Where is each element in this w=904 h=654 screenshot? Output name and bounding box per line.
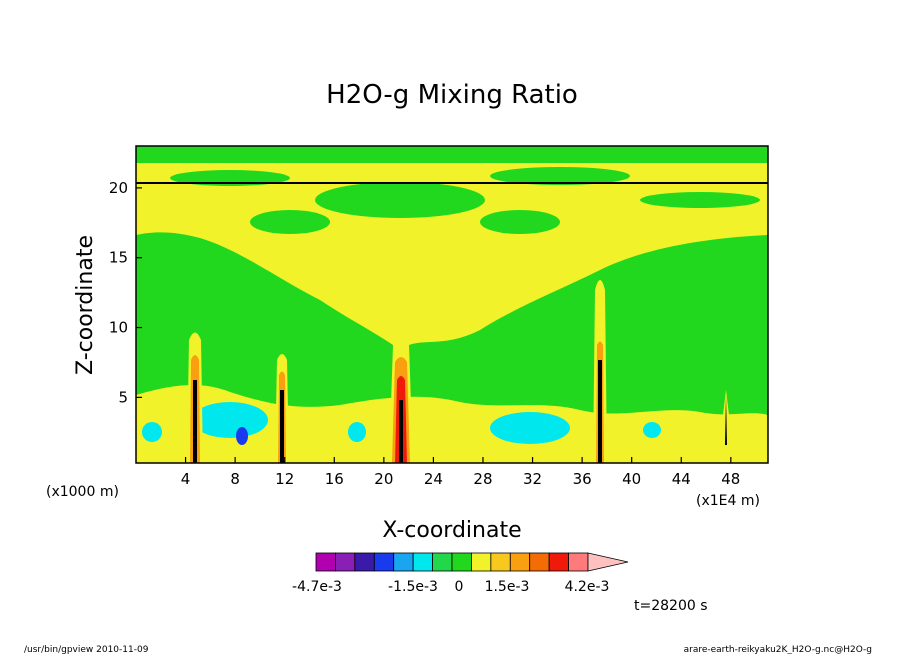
colorbar-tick-label: 0 <box>455 579 464 595</box>
x-tick-label: 40 <box>622 470 641 488</box>
plume <box>720 390 732 445</box>
colorbar-segment <box>432 552 453 572</box>
y-tick-label: 5 <box>118 388 128 406</box>
y-axis: 5 10 15 20 <box>109 179 142 406</box>
band-cell <box>315 182 485 218</box>
colorbar-segment <box>509 552 531 572</box>
plume <box>389 337 413 463</box>
colorbar-segment <box>315 552 336 572</box>
time-label: t=28200 s <box>634 598 708 614</box>
colorbar-segment <box>529 552 550 572</box>
footer-right: arare-earth-reikyaku2K_H2O-g.nc@H2O-g <box>684 645 872 654</box>
x-axis: 4 8 12 16 20 24 28 32 36 40 44 48 <box>181 457 740 488</box>
colorbar-tick-labels: -4.7e-3 -1.5e-3 0 1.5e-3 4.2e-3 <box>292 579 609 595</box>
y-tick-label: 15 <box>109 249 128 267</box>
colorbar-segment <box>412 552 433 572</box>
colorbar-tick-label: -1.5e-3 <box>388 579 438 595</box>
x-tick-label: 44 <box>672 470 691 488</box>
colorbar-segment <box>568 552 589 572</box>
colorbar-segment <box>373 552 395 572</box>
band-cell <box>480 210 560 234</box>
band-line <box>136 182 768 184</box>
canopy-yellow <box>136 215 768 350</box>
surface-yellow <box>136 384 768 463</box>
plot-area <box>136 146 768 463</box>
x-tick-label: 16 <box>325 470 344 488</box>
colorbar-tick-label: -4.7e-3 <box>292 579 342 595</box>
x-axis-label: X-coordinate <box>382 518 521 543</box>
colorbar-tick-label: 4.2e-3 <box>565 579 610 595</box>
x-unit-label: (x1000 m) <box>46 484 119 500</box>
plot-frame <box>135 145 769 464</box>
x-tick-label: 20 <box>374 470 393 488</box>
colorbar <box>315 552 629 572</box>
negative-patch <box>192 402 268 438</box>
band-cell <box>250 210 330 234</box>
x-tick-label: 4 <box>181 470 191 488</box>
y-axis-label: Z-coordinate <box>73 235 98 375</box>
x-tick-label: 28 <box>473 470 492 488</box>
colorbar-segment <box>471 552 492 572</box>
x-tick-label: 48 <box>721 470 740 488</box>
x-tick-label: 12 <box>275 470 294 488</box>
colorbar-segment <box>354 552 375 572</box>
negative-patch <box>348 422 366 442</box>
footer-left: /usr/bin/gpview 2010-11-09 <box>24 645 149 654</box>
colorbar-segment <box>548 552 569 572</box>
colorbar-segment <box>393 552 414 572</box>
plume <box>187 332 203 463</box>
colorbar-extend-arrow <box>587 552 629 572</box>
colorbar-segment <box>335 552 356 572</box>
band-cell <box>640 192 760 208</box>
x-scale-label: (x1E4 m) <box>696 493 760 509</box>
band-cell <box>490 167 630 185</box>
x-tick-label: 36 <box>573 470 592 488</box>
x-tick-label: 32 <box>523 470 542 488</box>
plume <box>593 280 607 463</box>
colorbar-segment <box>451 552 472 572</box>
y-tick-label: 20 <box>109 179 128 197</box>
negative-patch <box>490 412 570 444</box>
y-tick-label: 10 <box>109 319 128 337</box>
x-tick-label: 24 <box>424 470 443 488</box>
plume <box>275 354 289 463</box>
x-tick-label: 8 <box>230 470 240 488</box>
chart-title: H2O-g Mixing Ratio <box>326 80 578 110</box>
colorbar-segment <box>490 552 511 572</box>
colorbar-tick-label: 1.5e-3 <box>485 579 530 595</box>
negative-patch <box>236 427 248 445</box>
negative-patch <box>643 422 661 438</box>
negative-patch <box>142 422 162 442</box>
